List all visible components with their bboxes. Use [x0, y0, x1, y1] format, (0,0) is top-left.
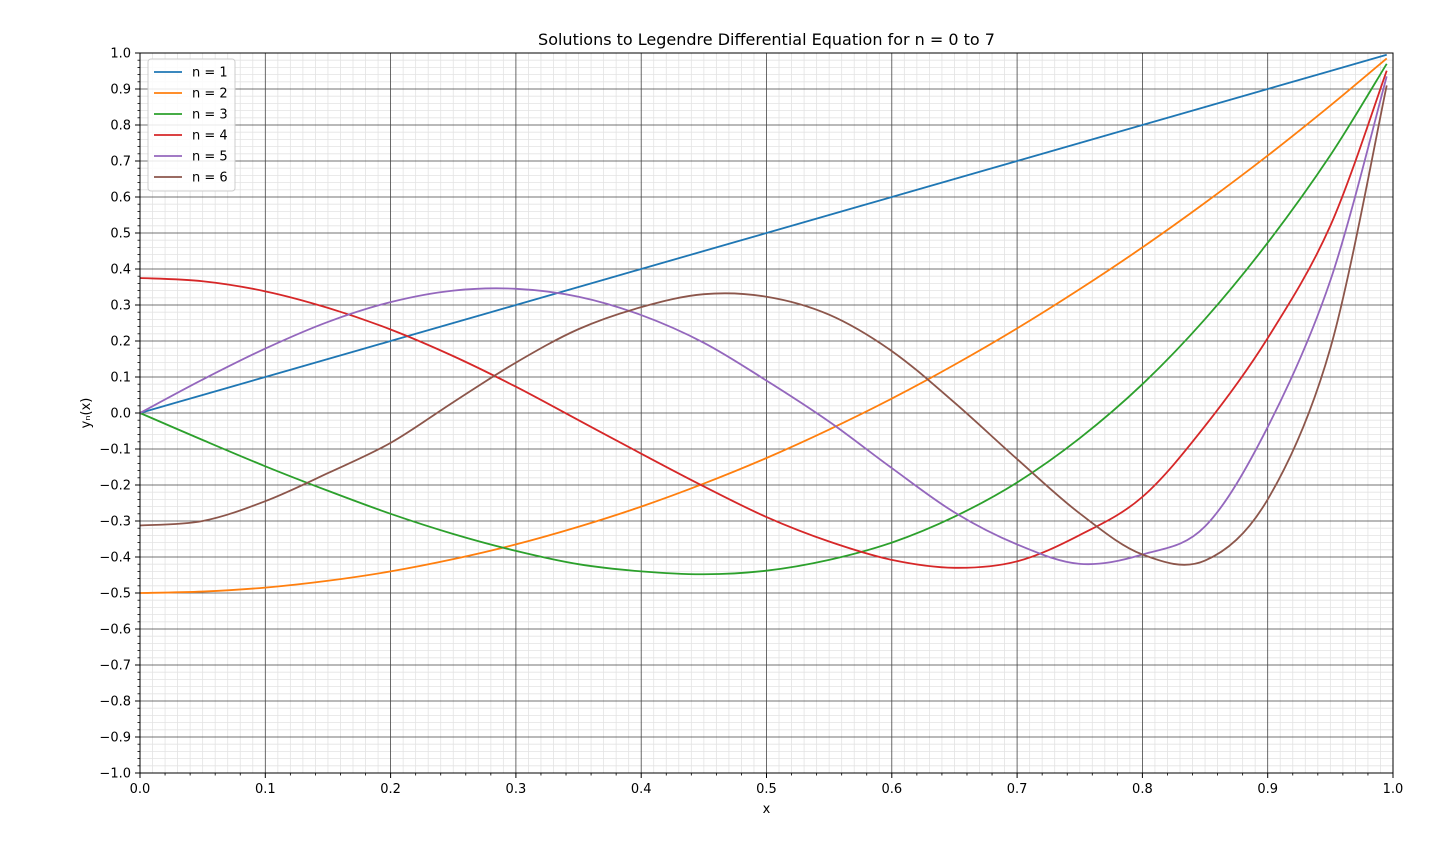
chart-title: Solutions to Legendre Differential Equat… — [538, 30, 995, 49]
y-tick-label: 0.3 — [110, 299, 131, 314]
y-tick-label: −1.0 — [99, 767, 131, 782]
x-tick-label: 1.0 — [1383, 782, 1404, 797]
y-tick-label: −0.9 — [99, 731, 131, 746]
series-line-n1 — [139, 53, 1387, 414]
legend-box — [147, 58, 236, 192]
legend-label: n = 2 — [192, 87, 228, 102]
series-line-n2 — [139, 57, 1388, 594]
x-tick-label: 0.1 — [255, 782, 276, 797]
major-grid — [140, 53, 1393, 773]
y-tick-label: −0.4 — [99, 551, 131, 566]
y-axis-label: yₙ(x) — [79, 398, 94, 429]
x-tick-label: 0.3 — [506, 782, 527, 797]
x-tick-label: 0.0 — [130, 782, 151, 797]
x-tick-label: 0.7 — [1007, 782, 1028, 797]
y-tick-label: 0.2 — [110, 335, 131, 350]
legend-label: n = 3 — [192, 108, 228, 123]
y-tick-label: 0.0 — [110, 407, 131, 422]
y-tick-label: 0.6 — [110, 191, 131, 206]
y-tick-label: −0.3 — [99, 515, 131, 530]
legend-label: n = 4 — [192, 129, 228, 144]
legend-label: n = 6 — [192, 171, 228, 186]
series-line-n4 — [139, 70, 1388, 569]
y-tick-label: 0.9 — [110, 83, 131, 98]
y-tick-label: 1.0 — [110, 47, 131, 62]
series-line-n5 — [139, 76, 1388, 566]
y-tick-label: 0.8 — [110, 119, 131, 134]
y-tick-label: −0.5 — [99, 587, 131, 602]
x-axis-label: x — [763, 802, 771, 817]
legend: n = 1 n = 2 n = 3 n = 4 n = 5 n = 6 — [147, 58, 236, 192]
x-tick-label: 0.6 — [881, 782, 902, 797]
y-tick-label: −0.8 — [99, 695, 131, 710]
x-tick-label: 0.4 — [631, 782, 652, 797]
y-tick-label: 0.5 — [110, 227, 131, 242]
y-tick-label: −0.1 — [99, 443, 131, 458]
x-tick-label: 0.9 — [1257, 782, 1278, 797]
legend-label: n = 1 — [192, 66, 228, 81]
series-line-n6 — [139, 85, 1388, 566]
y-tick-label: −0.2 — [99, 479, 131, 494]
x-tick-label: 0.8 — [1132, 782, 1153, 797]
ticks-layer: 0.0 0.1 0.2 0.3 0.4 0.5 0.6 0.7 0.8 0.9 1.0 1.0 0.9 0… — [99, 47, 1403, 798]
y-tick-label: −0.7 — [99, 659, 131, 674]
y-tick-label: 0.7 — [110, 155, 131, 170]
series-layer — [139, 53, 1388, 594]
series-line-n3 — [139, 63, 1388, 576]
x-tick-label: 0.2 — [380, 782, 401, 797]
x-tick-label: 0.5 — [756, 782, 777, 797]
y-tick-label: 0.1 — [110, 371, 131, 386]
legend-label: n = 5 — [192, 150, 228, 165]
y-tick-label: 0.4 — [110, 263, 131, 278]
y-tick-label: −0.6 — [99, 623, 131, 638]
